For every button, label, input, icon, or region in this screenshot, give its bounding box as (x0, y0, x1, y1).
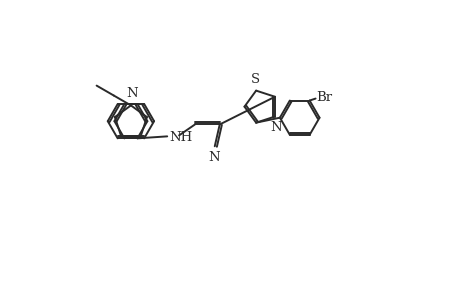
Text: N: N (126, 88, 137, 100)
Text: N: N (269, 122, 281, 134)
Text: N: N (207, 151, 219, 164)
Text: NH: NH (169, 131, 192, 144)
Text: S: S (250, 73, 259, 86)
Text: Br: Br (316, 91, 332, 104)
